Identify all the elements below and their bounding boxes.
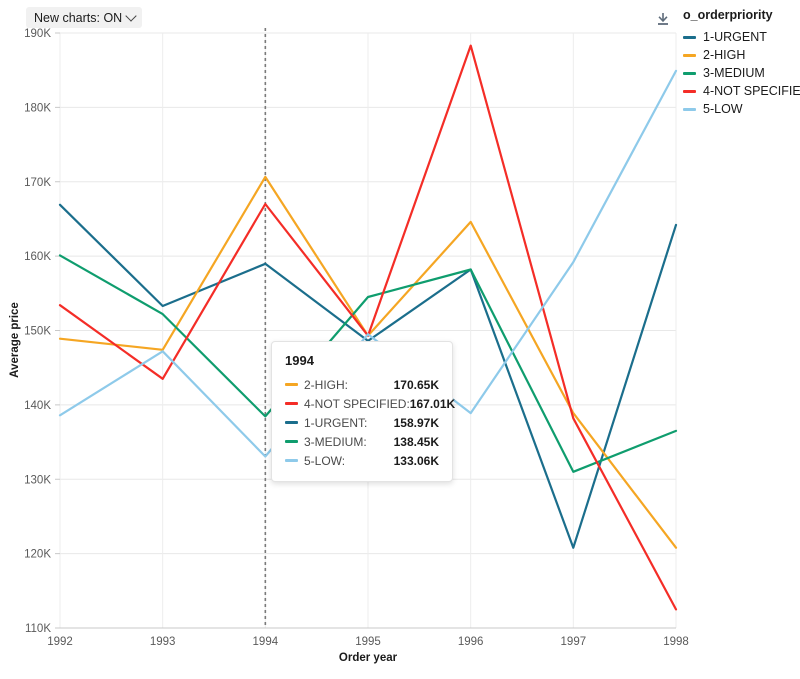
tooltip-row-value: 138.45K (393, 434, 439, 449)
x-tick-label: 1995 (355, 636, 381, 648)
y-tick-label: 130K (24, 474, 51, 486)
tooltip-row-label: 5-LOW: (304, 453, 346, 468)
y-tick-label: 150K (24, 326, 51, 338)
series-line-5-low (58, 69, 678, 458)
download-icon[interactable] (654, 10, 672, 28)
legend-item-label: 2-HIGH (703, 48, 746, 62)
series-line-1-urgent (58, 203, 678, 549)
y-axis-title: Average price (9, 302, 21, 378)
legend-swatch-icon (683, 35, 696, 39)
tooltip-swatch-icon (285, 383, 298, 386)
tooltip-row: 5-LOW: 133.06K (285, 451, 439, 470)
legend: o_orderpriority 1-URGENT 2-HIGH 3-MEDIUM… (683, 8, 800, 118)
x-tick-label: 1993 (150, 636, 176, 648)
tooltip-row: 1-URGENT: 158.97K (285, 413, 439, 432)
x-tick-label: 1996 (458, 636, 484, 648)
legend-swatch-icon (683, 71, 696, 75)
grid-lines (59, 32, 677, 629)
y-tick-label: 170K (24, 177, 51, 189)
tooltip-title: 1994 (285, 353, 314, 368)
tooltip-swatch-icon (285, 459, 298, 462)
x-tick-label: 1992 (47, 636, 73, 648)
y-tick-label: 180K (24, 102, 51, 114)
legend-item-label: 5-LOW (703, 102, 743, 116)
tooltip-row-value: 158.97K (393, 415, 439, 430)
legend-swatch-icon (683, 89, 696, 93)
tooltip-row-value: 133.06K (393, 453, 439, 468)
tooltip-swatch-icon (285, 440, 298, 443)
x-axis-ticks: 1992 1993 1994 1995 1996 1997 1998 (47, 636, 689, 648)
legend-item-label: 1-URGENT (703, 30, 767, 44)
legend-item-1-urgent[interactable]: 1-URGENT (683, 28, 798, 46)
legend-item-5-low[interactable]: 5-LOW (683, 100, 798, 118)
legend-item-label: 3-MEDIUM (703, 66, 765, 80)
tooltip-swatch-icon (285, 402, 298, 405)
legend-item-4-not-specified[interactable]: 4-NOT SPECIFIED (683, 82, 800, 100)
tooltip-row-label: 2-HIGH: (304, 377, 349, 392)
y-axis-ticks: 110K 120K 130K 140K 150K 160K 170K 180K 190K (24, 28, 60, 635)
legend-item-label: 4-NOT SPECIFIED (703, 84, 800, 98)
y-tick-label: 110K (25, 623, 51, 635)
y-tick-label: 140K (24, 400, 51, 412)
tooltip-row-label: 1-URGENT: (304, 415, 368, 430)
data-series (58, 44, 678, 611)
tooltip-row-value: 170.65K (393, 377, 439, 392)
x-tick-label: 1998 (663, 636, 689, 648)
y-tick-label: 160K (24, 251, 51, 263)
chart-toolbar: New charts: ON (0, 0, 800, 32)
legend-item-2-high[interactable]: 2-HIGH (683, 46, 798, 64)
new-charts-toggle[interactable]: New charts: ON (26, 7, 143, 28)
y-tick-label: 120K (24, 549, 51, 561)
new-charts-toggle-label: New charts: ON (34, 10, 123, 25)
y-tick-label: 190K (24, 28, 51, 40)
tooltip-swatch-icon (285, 421, 298, 424)
legend-title: o_orderpriority (683, 8, 773, 22)
tooltip-row: 4-NOT SPECIFIED: 167.01K (285, 394, 455, 413)
tooltip-row-label: 3-MEDIUM: (304, 434, 367, 449)
x-axis-title: Order year (339, 652, 398, 664)
chart-tooltip: 1994 2-HIGH: 170.65K 4-NOT SPECIFIED: 16… (271, 341, 455, 482)
tooltip-row: 2-HIGH: 170.65K (285, 375, 439, 394)
legend-item-3-medium[interactable]: 3-MEDIUM (683, 64, 798, 82)
tooltip-row-value: 167.01K (409, 396, 456, 411)
tooltip-row-label: 4-NOT SPECIFIED: (304, 396, 410, 411)
x-tick-label: 1994 (253, 636, 279, 648)
tooltip-row: 3-MEDIUM: 138.45K (285, 432, 439, 451)
legend-swatch-icon (683, 53, 696, 57)
series-line-3-medium (58, 254, 678, 473)
legend-swatch-icon (683, 107, 696, 111)
x-tick-label: 1997 (561, 636, 587, 648)
